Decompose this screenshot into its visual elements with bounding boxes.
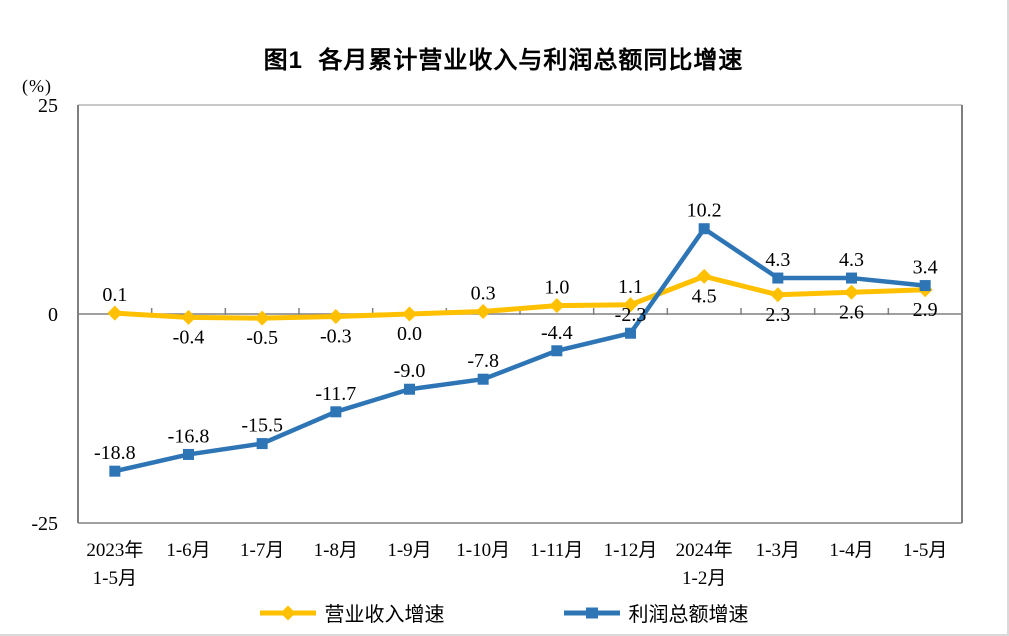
data-label: 4.5 bbox=[692, 285, 717, 307]
x-axis-label: 2023年 bbox=[86, 539, 143, 561]
x-axis-label: 1-11月 bbox=[530, 540, 583, 561]
series-line-profit bbox=[112, 226, 928, 474]
data-point-marker bbox=[698, 223, 710, 235]
data-label: -16.8 bbox=[168, 425, 210, 447]
y-axis-tick-label: 25 bbox=[38, 95, 58, 117]
data-point-marker bbox=[109, 465, 121, 477]
data-label: 4.3 bbox=[765, 249, 790, 271]
data-label: 1.1 bbox=[618, 276, 643, 298]
data-point-marker bbox=[183, 448, 194, 460]
y-axis-tick-label: 0 bbox=[48, 304, 58, 326]
data-point-marker bbox=[330, 406, 342, 418]
data-point-marker bbox=[919, 280, 931, 292]
data-point-marker bbox=[254, 310, 270, 326]
data-label: 2.3 bbox=[765, 304, 790, 326]
profit-series-marker-icon bbox=[563, 607, 620, 618]
x-axis-label: 1-7月 bbox=[240, 540, 284, 561]
data-point-marker bbox=[625, 327, 636, 339]
data-label: -11.7 bbox=[315, 383, 356, 405]
x-axis-label: 1-9月 bbox=[387, 540, 431, 561]
data-label: -15.5 bbox=[241, 415, 283, 437]
data-label: 1.0 bbox=[544, 277, 569, 299]
data-point-marker bbox=[623, 297, 638, 313]
data-point-marker bbox=[844, 284, 859, 300]
data-label: 10.2 bbox=[687, 200, 722, 222]
data-label: -18.8 bbox=[94, 442, 136, 464]
data-point-marker bbox=[404, 383, 415, 395]
x-axis-label: 1-10月 bbox=[456, 540, 510, 561]
data-label: 0.0 bbox=[397, 323, 422, 345]
data-point-marker bbox=[181, 309, 196, 325]
legend-item-profit: 利润总额增速 bbox=[563, 598, 749, 627]
data-point-marker bbox=[772, 272, 784, 284]
x-axis-label: 1-8月 bbox=[314, 540, 358, 561]
data-point-marker bbox=[107, 305, 123, 321]
data-label: 2.6 bbox=[839, 301, 864, 323]
y-axis-unit-label: (%) bbox=[22, 76, 52, 96]
data-point-marker bbox=[256, 438, 268, 450]
data-point-marker bbox=[770, 287, 786, 303]
legend: 营业收入增速 利润总额增速 bbox=[0, 598, 1007, 627]
data-label: 4.3 bbox=[839, 249, 864, 271]
x-axis-label: 2024年 bbox=[676, 539, 733, 561]
x-axis-label: 1-12月 bbox=[604, 540, 658, 561]
x-axis-label: 1-5月 bbox=[903, 540, 947, 561]
data-point-marker bbox=[477, 373, 489, 385]
data-point-marker bbox=[551, 345, 563, 357]
data-label: -4.4 bbox=[541, 322, 573, 344]
data-label: 0.3 bbox=[471, 282, 496, 304]
data-point-marker bbox=[696, 268, 712, 284]
legend-item-revenue: 营业收入增速 bbox=[259, 598, 445, 627]
y-axis-tick-label: -25 bbox=[31, 513, 58, 535]
x-axis-label: 1-5月 bbox=[93, 568, 137, 589]
series-line-revenue bbox=[112, 273, 928, 321]
data-label: 0.1 bbox=[102, 284, 127, 306]
data-label: -2.3 bbox=[615, 304, 647, 326]
data-point-marker bbox=[846, 272, 857, 284]
revenue-series-marker-icon bbox=[259, 605, 316, 620]
data-point-marker bbox=[328, 309, 344, 325]
x-axis-label: 1-4月 bbox=[829, 540, 873, 561]
legend-label-profit: 利润总额增速 bbox=[628, 604, 749, 626]
data-label: -0.3 bbox=[320, 326, 352, 348]
data-label: -0.4 bbox=[173, 326, 205, 348]
x-axis-label: 1-2月 bbox=[682, 568, 726, 589]
data-label: 2.9 bbox=[913, 299, 938, 321]
legend-label-revenue: 营业收入增速 bbox=[324, 604, 445, 626]
x-axis-label: 1-3月 bbox=[756, 540, 800, 561]
data-point-marker bbox=[475, 303, 491, 319]
data-label: 3.4 bbox=[913, 257, 938, 279]
data-point-marker bbox=[549, 298, 565, 314]
x-axis-label: 1-6月 bbox=[166, 540, 210, 561]
data-label: -9.0 bbox=[394, 360, 426, 382]
data-point-marker bbox=[402, 306, 417, 322]
data-label: -0.5 bbox=[246, 327, 278, 349]
data-label: -7.8 bbox=[467, 350, 499, 372]
chart-title: 图1 各月累计营业收入与利润总额同比增速 bbox=[263, 47, 744, 74]
